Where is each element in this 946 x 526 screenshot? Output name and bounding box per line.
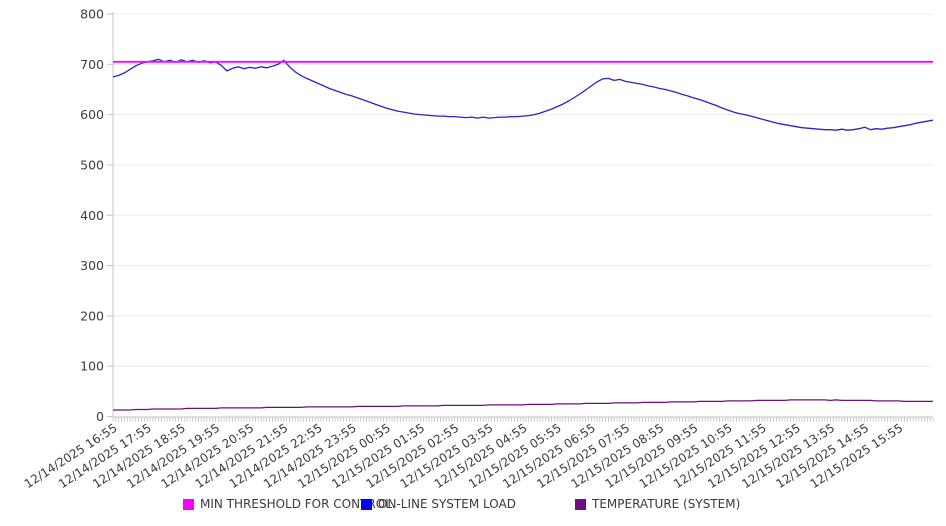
y-tick-label: 100 — [80, 359, 104, 374]
legend-swatch-min-threshold-icon — [183, 498, 194, 510]
y-tick-label: 400 — [80, 208, 104, 223]
legend-item-online-system-load: ON-LINE SYSTEM LOAD — [361, 497, 516, 511]
legend-swatch-online-system-load-icon — [361, 498, 372, 510]
series-line-on-line-system-load — [112, 58, 934, 131]
legend-label-temperature-system: TEMPERATURE (SYSTEM) — [592, 497, 741, 511]
y-tick-label: 300 — [80, 258, 104, 273]
y-tick-label: 700 — [80, 57, 104, 72]
y-tick-label: 800 — [80, 7, 104, 22]
series-line-temperature-system- — [113, 399, 933, 411]
y-tick-label: 500 — [80, 157, 104, 172]
y-tick-label: 0 — [96, 409, 104, 424]
y-tick-label: 200 — [80, 308, 104, 323]
legend-label-online-system-load: ON-LINE SYSTEM LOAD — [378, 497, 516, 511]
legend-item-min-threshold: MIN THRESHOLD FOR CONTROL — [183, 497, 392, 511]
legend-item-temperature-system: TEMPERATURE (SYSTEM) — [575, 497, 740, 511]
y-tick-label: 600 — [80, 107, 104, 122]
legend-swatch-temperature-system-icon — [575, 498, 586, 510]
legend-label-min-threshold: MIN THRESHOLD FOR CONTROL — [200, 497, 392, 511]
